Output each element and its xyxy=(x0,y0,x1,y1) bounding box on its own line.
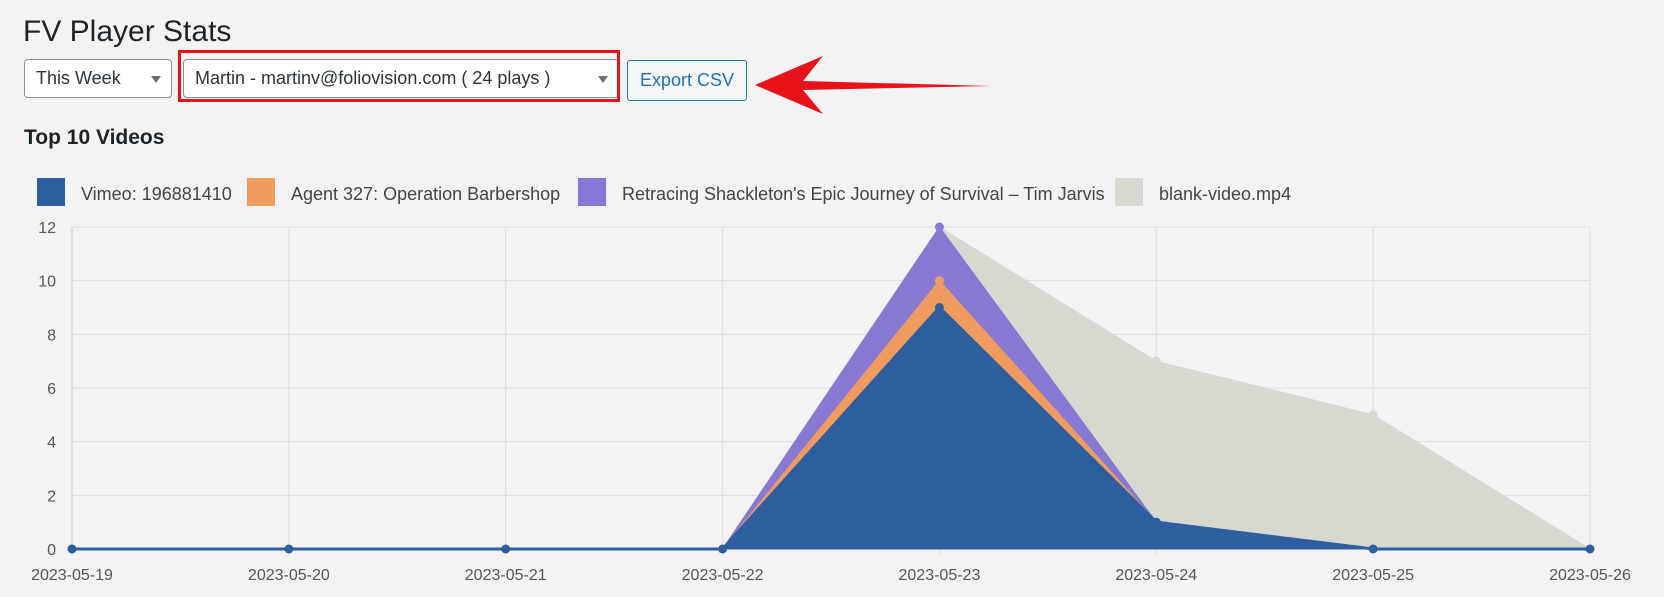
data-point xyxy=(1151,517,1161,527)
y-tick-label: 10 xyxy=(38,274,56,291)
data-point xyxy=(1585,544,1595,554)
legend-item[interactable]: Retracing Shackleton's Epic Journey of S… xyxy=(578,178,1105,206)
series-line xyxy=(72,305,1590,551)
x-axis-labels: 2023-05-19 2023-05-20 2023-05-21 2023-05-22… xyxy=(31,567,1631,584)
data-point xyxy=(501,544,511,554)
user-select-value: Martin - martinv@foliovision.com ( 24 pl… xyxy=(195,68,551,88)
chart-points xyxy=(67,222,1595,554)
data-point xyxy=(1368,544,1378,554)
data-point xyxy=(934,276,944,286)
data-point xyxy=(284,544,294,554)
chart-legend: Vimeo: 196881410 Agent 327: Operation Bar… xyxy=(37,178,1291,206)
data-point xyxy=(1151,356,1161,366)
data-point xyxy=(718,544,728,554)
legend-label: Retracing Shackleton's Epic Journey of S… xyxy=(622,184,1105,204)
y-tick-label: 8 xyxy=(47,327,56,344)
chevron-down-icon xyxy=(151,76,161,83)
y-axis-labels: 0 2 4 6 8 10 12 xyxy=(38,220,56,559)
y-tick-label: 2 xyxy=(47,488,56,505)
x-tick-label: 2023-05-22 xyxy=(682,567,764,584)
x-tick-label: 2023-05-21 xyxy=(465,567,547,584)
x-tick-label: 2023-05-26 xyxy=(1549,567,1631,584)
section-title: Top 10 Videos xyxy=(24,126,165,149)
y-tick-label: 0 xyxy=(47,542,56,559)
legend-label: Agent 327: Operation Barbershop xyxy=(291,184,560,204)
x-tick-label: 2023-05-20 xyxy=(248,567,330,584)
legend-swatch xyxy=(37,178,65,206)
data-point xyxy=(934,303,944,312)
data-point xyxy=(1368,410,1378,420)
y-tick-label: 4 xyxy=(47,435,56,452)
legend-label: blank-video.mp4 xyxy=(1159,184,1291,204)
x-tick-label: 2023-05-23 xyxy=(899,567,981,584)
red-arrow-annotation xyxy=(755,56,991,114)
legend-item[interactable]: Agent 327: Operation Barbershop xyxy=(247,178,560,206)
period-select-value: This Week xyxy=(36,68,121,88)
stacked-area-chart: Vimeo: 196881410 Agent 327: Operation Bar… xyxy=(31,178,1631,584)
legend-swatch xyxy=(1115,178,1143,206)
x-tick-label: 2023-05-25 xyxy=(1332,567,1414,584)
legend-label: Vimeo: 196881410 xyxy=(81,184,232,204)
period-select[interactable]: This Week xyxy=(24,59,172,98)
y-tick-label: 6 xyxy=(47,381,56,398)
chevron-down-icon xyxy=(598,76,608,83)
legend-swatch xyxy=(578,178,606,206)
x-tick-label: 2023-05-24 xyxy=(1115,567,1197,584)
legend-item[interactable]: Vimeo: 196881410 xyxy=(37,178,232,206)
data-point xyxy=(67,544,77,554)
y-tick-label: 12 xyxy=(38,220,56,237)
legend-item[interactable]: blank-video.mp4 xyxy=(1115,178,1291,206)
x-tick-label: 2023-05-19 xyxy=(31,567,113,584)
page-title: FV Player Stats xyxy=(23,15,232,48)
export-csv-button[interactable]: Export CSV xyxy=(627,60,747,101)
user-select[interactable]: Martin - martinv@foliovision.com ( 24 pl… xyxy=(183,59,619,98)
data-point xyxy=(934,222,944,232)
legend-swatch xyxy=(247,178,275,206)
